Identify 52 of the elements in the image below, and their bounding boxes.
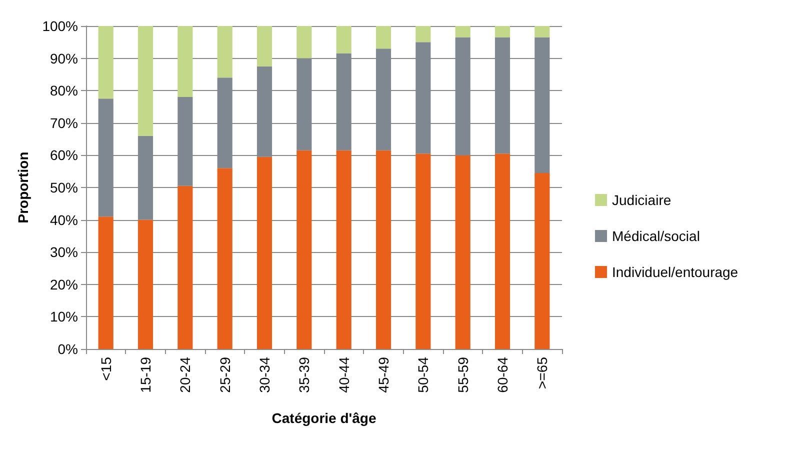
bar [178,26,193,98]
x-tick-label: >=65 [534,356,550,389]
bar [296,150,312,349]
y-tick-label: 20% [50,276,78,292]
bar [455,155,470,349]
y-tick-label: 10% [50,308,78,325]
y-tick-label: 0% [58,341,78,357]
y-tick-label: 100% [42,18,78,34]
x-tick-label: 45-49 [376,356,392,393]
bar [178,186,193,349]
bar [455,26,470,38]
bar [336,150,352,349]
x-tick-label: 25-29 [216,356,233,393]
bar [138,26,154,136]
x-tick-label: <15 [98,356,114,381]
bar [296,26,312,58]
bar [98,26,114,99]
bar [534,172,550,349]
y-tick-label: 60% [50,147,78,164]
bar [416,26,431,42]
bar [256,156,272,349]
x-tick-label: 20-24 [177,356,194,393]
bar [376,26,392,49]
x-axis-title: Catégorie d'âge [272,410,376,426]
bar [494,154,510,349]
legend-label: Individuel/entourage [612,264,738,280]
x-tick-label: 60-64 [494,356,510,393]
bar [256,26,272,66]
y-tick-label: 90% [50,50,78,66]
bar [217,168,232,349]
y-tick-label: 40% [50,212,78,228]
x-tick-label: 50-54 [415,356,432,393]
legend-label: Judiciaire [612,192,672,208]
legend-label: Médical/social [612,228,700,244]
x-tick-label: 40-44 [336,356,352,393]
y-tick-label: 70% [50,114,78,131]
y-tick-label: 30% [50,244,78,260]
bar [217,26,232,78]
x-tick-label: 35-39 [296,356,312,393]
y-tick-label: 50% [50,180,78,196]
x-tick-label: 15-19 [138,356,154,393]
y-axis-title: Proportion [15,152,31,224]
x-tick-label: 55-59 [454,356,471,393]
y-tick-label: 80% [50,82,78,99]
bar [336,26,352,54]
bar [416,154,431,349]
bar [138,220,154,349]
bar [376,150,392,349]
bar [494,26,510,38]
bar [534,26,550,38]
bar [98,216,114,349]
x-tick-label: 30-34 [256,356,272,393]
